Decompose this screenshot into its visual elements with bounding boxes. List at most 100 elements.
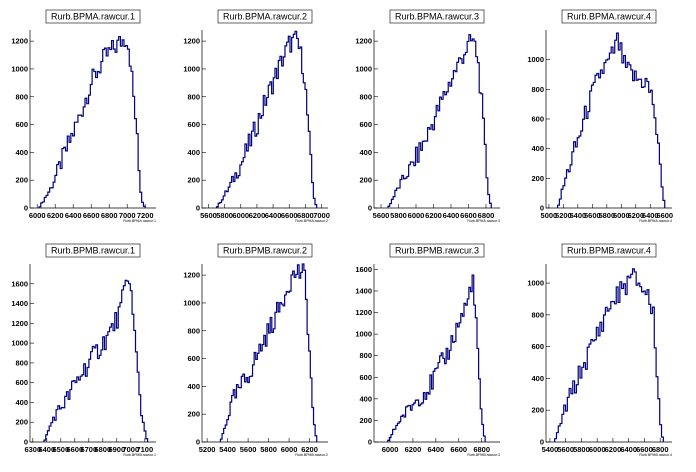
panel-title: Rurb.BPMB.rawcur.3	[395, 246, 479, 256]
axis-frame	[545, 264, 672, 443]
histogram-panel-1: Rurb.BPMA.rawcur.1 0 200 400 600 800 1000 1200 6…	[11, 9, 156, 223]
x-tick-label: 6200	[47, 211, 64, 220]
y-tick-label: 800	[187, 326, 200, 335]
x-tick-label: 6000	[29, 211, 46, 220]
title-box	[45, 243, 141, 258]
y-tick-label: 1400	[355, 286, 372, 295]
y-tick-label: 200	[531, 406, 544, 415]
x-tick-label: 6500	[52, 445, 69, 454]
axis-frame	[201, 30, 328, 209]
y-tick-label: 1200	[183, 271, 200, 280]
histogram-series	[215, 30, 318, 208]
y-tick-label: 200	[359, 176, 372, 185]
x-tick-label: 5600	[373, 211, 390, 220]
x-tick-label: 6200	[605, 445, 622, 454]
x-tick-label: 6400	[428, 445, 445, 454]
y-tick-label: 1000	[183, 64, 200, 73]
y-tick-label: 1200	[355, 308, 372, 317]
x-tick-label: 6000	[232, 211, 249, 220]
panel-title: Rurb.BPMA.rawcur.2	[223, 12, 307, 22]
x-tick-label: 5600	[200, 211, 217, 220]
y-tick-label: 0	[24, 204, 28, 213]
x-tick-label: 6000	[408, 211, 425, 220]
y-tick-label: 200	[531, 174, 544, 183]
panel-title: Rurb.BPMB.rawcur.1	[51, 246, 135, 256]
x-tick-label: 6400	[65, 211, 82, 220]
x-axis-label: Rurb.BPMA.rawcur.2	[295, 219, 328, 223]
x-tick-label: 6600	[656, 211, 673, 220]
y-tick-label: 1600	[11, 279, 28, 288]
x-axis-label: Rurb.BPMB.rawcur.3	[467, 453, 500, 457]
x-tick-label: 7200	[137, 211, 154, 220]
x-tick-label: 6400	[443, 211, 460, 220]
x-axis-label: Rurb.BPMA.rawcur.3	[467, 219, 500, 223]
x-tick-label: 5800	[260, 445, 277, 454]
y-tick-label: 200	[187, 176, 200, 185]
y-tick-label: 1200	[11, 319, 28, 328]
y-tick-label: 1200	[11, 37, 28, 46]
x-tick-label: 6800	[478, 211, 495, 220]
y-tick-label: 600	[187, 354, 200, 363]
x-tick-label: 5800	[598, 211, 615, 220]
title-box	[389, 243, 485, 258]
x-tick-label: 6800	[473, 445, 490, 454]
axis-frame	[201, 264, 328, 443]
y-tick-label: 600	[359, 120, 372, 129]
y-tick-label: 1200	[355, 37, 372, 46]
y-tick-label: 400	[15, 398, 28, 407]
panel-title: Rurb.BPMA.rawcur.1	[51, 12, 135, 22]
y-tick-label: 400	[187, 148, 200, 157]
y-tick-label: 800	[531, 310, 544, 319]
histogram-series	[556, 32, 666, 208]
x-tick-label: 6400	[642, 211, 659, 220]
x-tick-label: 5600	[584, 211, 601, 220]
x-axis-label: Rurb.BPMB.rawcur.2	[295, 453, 328, 457]
histogram-panel-6: Rurb.BPMB.rawcur.2 0 200 400 600 800 1000 1200 5…	[183, 243, 328, 457]
y-tick-label: 0	[540, 438, 544, 447]
x-axis-label: Rurb.BPMA.rawcur.1	[123, 219, 156, 223]
x-tick-label: 7000	[119, 211, 136, 220]
x-tick-label: 7100	[136, 445, 153, 454]
x-tick-label: 6600	[460, 211, 477, 220]
y-tick-label: 600	[531, 342, 544, 351]
x-tick-label: 6000	[589, 445, 606, 454]
y-tick-label: 0	[196, 438, 200, 447]
axis-frame	[373, 264, 500, 443]
x-tick-label: 5400	[542, 445, 559, 454]
histogram-panel-2: Rurb.BPMA.rawcur.2 0 200 400 600 800 1000 1200 5…	[183, 9, 330, 223]
y-tick-label: 400	[359, 394, 372, 403]
y-tick-label: 400	[531, 144, 544, 153]
axis-frame	[373, 30, 500, 209]
histogram-series	[554, 268, 664, 442]
title-box	[561, 243, 657, 258]
x-tick-label: 6300	[24, 445, 41, 454]
y-tick-label: 400	[15, 148, 28, 157]
x-axis-label: Rurb.BPMA.rawcur.4	[639, 219, 672, 223]
x-tick-label: 5200	[555, 211, 572, 220]
panel-title: Rurb.BPMA.rawcur.4	[567, 12, 651, 22]
y-tick-label: 800	[15, 358, 28, 367]
x-tick-label: 6000	[382, 445, 399, 454]
y-tick-label: 200	[15, 418, 28, 427]
x-tick-label: 6800	[94, 445, 111, 454]
x-tick-label: 6200	[301, 445, 318, 454]
title-box	[389, 9, 485, 24]
histogram-panel-5: Rurb.BPMB.rawcur.1 0 200 400 600 800 1000 1200 1…	[11, 243, 156, 457]
y-tick-label: 1000	[355, 64, 372, 73]
y-tick-label: 1000	[183, 298, 200, 307]
y-tick-label: 1400	[11, 299, 28, 308]
histogram-series	[387, 274, 486, 442]
y-tick-label: 400	[531, 374, 544, 383]
y-tick-label: 0	[368, 204, 372, 213]
x-tick-label: 6200	[425, 211, 442, 220]
y-tick-label: 1200	[183, 37, 200, 46]
x-tick-label: 6000	[281, 445, 298, 454]
x-tick-label: 6900	[108, 445, 125, 454]
y-tick-label: 200	[15, 176, 28, 185]
y-tick-label: 0	[540, 204, 544, 213]
x-tick-label: 5600	[557, 445, 574, 454]
y-tick-label: 600	[187, 120, 200, 129]
x-tick-label: 6400	[620, 445, 637, 454]
y-tick-label: 1600	[355, 265, 372, 274]
